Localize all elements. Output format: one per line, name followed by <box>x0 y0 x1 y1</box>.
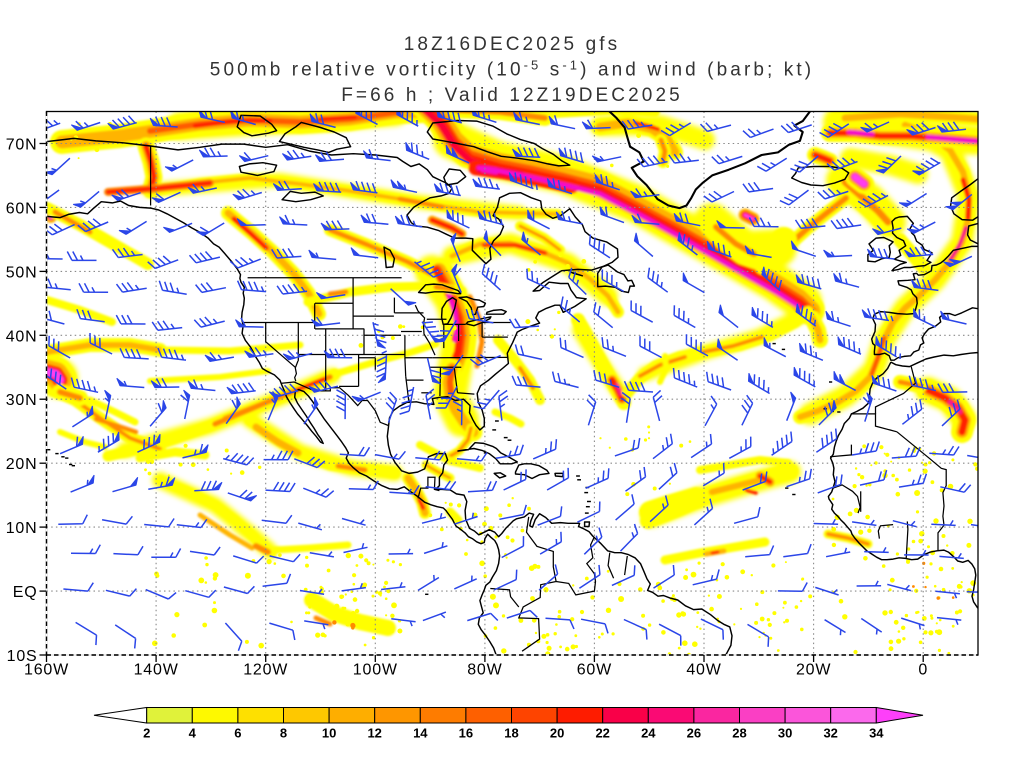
svg-text:4: 4 <box>189 726 197 741</box>
svg-text:0: 0 <box>918 662 928 679</box>
svg-text:34: 34 <box>869 726 884 741</box>
svg-text:500mb relative vorticity (10-5: 500mb relative vorticity (10-5 s-1) and … <box>210 58 814 81</box>
svg-text:30: 30 <box>778 726 792 741</box>
svg-text:10S: 10S <box>7 648 38 665</box>
svg-text:18Z16DEC2025 gfs: 18Z16DEC2025 gfs <box>404 34 620 55</box>
svg-text:8: 8 <box>280 726 287 741</box>
svg-text:140W: 140W <box>134 662 179 679</box>
svg-text:80W: 80W <box>467 662 502 679</box>
svg-text:50N: 50N <box>6 264 38 281</box>
svg-text:20N: 20N <box>6 456 38 473</box>
svg-text:2: 2 <box>143 726 150 741</box>
svg-text:40W: 40W <box>686 662 721 679</box>
svg-text:30N: 30N <box>6 392 38 409</box>
svg-text:28: 28 <box>732 726 746 741</box>
svg-text:100W: 100W <box>353 662 398 679</box>
svg-text:20W: 20W <box>796 662 831 679</box>
svg-text:160W: 160W <box>24 662 69 679</box>
svg-text:60N: 60N <box>6 200 38 217</box>
svg-text:F=66 h ; Valid 12Z19DEC2025: F=66 h ; Valid 12Z19DEC2025 <box>341 85 683 106</box>
svg-text:26: 26 <box>687 726 701 741</box>
svg-text:24: 24 <box>641 726 656 741</box>
svg-text:16: 16 <box>459 726 473 741</box>
svg-text:6: 6 <box>234 726 241 741</box>
svg-text:20: 20 <box>550 726 564 741</box>
svg-text:60W: 60W <box>577 662 612 679</box>
svg-text:120W: 120W <box>243 662 288 679</box>
svg-text:70N: 70N <box>6 137 38 154</box>
svg-text:22: 22 <box>595 726 609 741</box>
svg-text:32: 32 <box>823 726 837 741</box>
svg-text:14: 14 <box>413 726 428 741</box>
svg-text:12: 12 <box>367 726 381 741</box>
svg-text:40N: 40N <box>6 328 38 345</box>
svg-text:10N: 10N <box>6 520 38 537</box>
svg-text:10: 10 <box>322 726 336 741</box>
svg-text:EQ: EQ <box>13 584 38 601</box>
svg-text:18: 18 <box>504 726 518 741</box>
